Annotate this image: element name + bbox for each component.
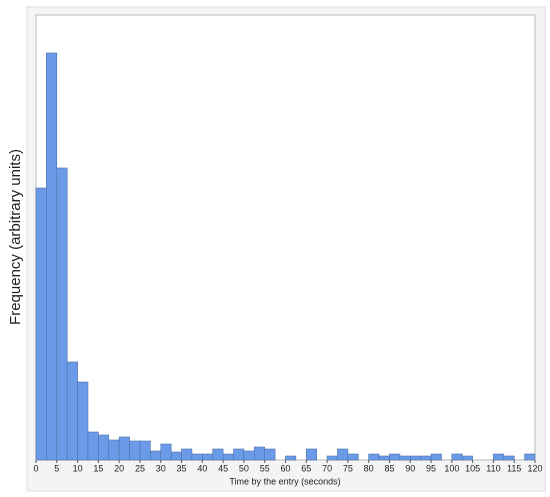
bar	[378, 455, 390, 461]
bar	[170, 451, 182, 461]
bar	[285, 455, 297, 461]
x-tick-label: 5	[54, 463, 59, 473]
bar	[254, 446, 266, 461]
x-tick-label: 40	[197, 463, 207, 473]
bar	[326, 455, 338, 461]
bar	[264, 448, 276, 461]
bar	[56, 167, 68, 461]
x-tick-label: 70	[322, 463, 332, 473]
x-axis-label: Time by the entry (seconds)	[229, 476, 340, 486]
bar	[181, 448, 193, 461]
bar	[77, 381, 89, 461]
x-tick-label: 120	[527, 463, 542, 473]
bar	[305, 448, 317, 461]
x-tick-label: 65	[301, 463, 311, 473]
bar	[191, 453, 203, 461]
x-tick-label: 110	[486, 463, 500, 473]
x-tick-label: 20	[114, 463, 124, 473]
x-tick-label: 25	[135, 463, 145, 473]
bar	[389, 453, 401, 461]
x-tick-label: 95	[426, 463, 436, 473]
bar	[202, 453, 214, 461]
bar	[150, 450, 162, 461]
y-axis-label: Frequency (arbitrary units)	[7, 149, 24, 325]
x-tick-label: 0	[33, 463, 38, 473]
bar	[233, 448, 245, 461]
bar	[347, 453, 359, 461]
bar	[524, 453, 536, 461]
bar	[129, 440, 141, 461]
x-tick-label: 50	[239, 463, 249, 473]
x-tick-label: 85	[384, 463, 394, 473]
bar	[98, 434, 110, 461]
x-tick-label: 75	[343, 463, 353, 473]
bar	[493, 453, 505, 461]
bar	[212, 448, 224, 461]
bar	[243, 450, 255, 461]
bar	[118, 436, 130, 461]
bar	[35, 187, 47, 461]
bar	[337, 448, 349, 461]
x-tick-label: 115	[507, 463, 521, 473]
bar	[160, 443, 172, 461]
bar	[222, 453, 234, 461]
x-tick-label: 30	[156, 463, 166, 473]
bar	[461, 455, 473, 461]
x-tick-label: 80	[364, 463, 374, 473]
x-tick-label: 35	[177, 463, 187, 473]
x-tick-label: 60	[280, 463, 290, 473]
plot-area	[35, 14, 536, 461]
x-tick-label: 90	[405, 463, 415, 473]
bar	[399, 455, 411, 461]
x-tick-label: 100	[444, 463, 459, 473]
bar	[46, 52, 58, 461]
x-tick-label: 105	[465, 463, 480, 473]
bar	[139, 440, 151, 461]
x-tick-label: 10	[73, 463, 83, 473]
bar	[451, 453, 463, 461]
bar	[420, 455, 432, 461]
x-tick-label: 45	[218, 463, 228, 473]
x-tick-label: 15	[93, 463, 103, 473]
bar	[503, 455, 515, 461]
x-tick-label: 55	[260, 463, 270, 473]
bar	[66, 361, 78, 461]
bar	[108, 439, 120, 461]
bar	[430, 453, 442, 461]
bar	[87, 431, 99, 461]
bar	[409, 455, 421, 461]
bar	[368, 453, 380, 461]
